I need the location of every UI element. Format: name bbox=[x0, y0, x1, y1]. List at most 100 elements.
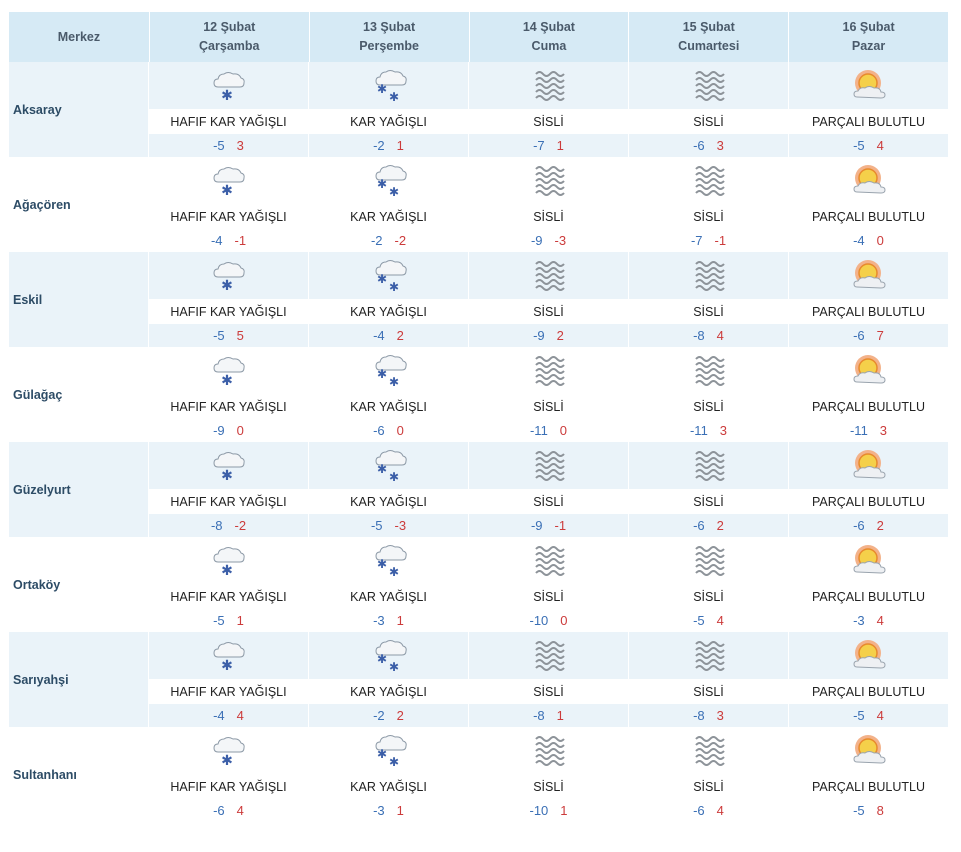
condition-text: KAR YAĞIŞLI bbox=[350, 685, 427, 699]
light-snow-icon: ✱ bbox=[149, 632, 308, 680]
temperature-range: -4 2 bbox=[309, 324, 468, 347]
fog-icon bbox=[469, 537, 628, 585]
min-temperature: -9 bbox=[213, 423, 225, 438]
min-temperature: -8 bbox=[533, 708, 545, 723]
condition-text: SİSLİ bbox=[693, 305, 724, 319]
forecast-cell: PARÇALI BULUTLU -3 4 bbox=[789, 537, 948, 632]
forecast-cell: SİSLİ -10 1 bbox=[469, 727, 629, 822]
svg-text:✱: ✱ bbox=[376, 272, 386, 286]
fog-icon bbox=[469, 727, 628, 775]
fog-icon bbox=[629, 442, 788, 490]
condition-text: HAFIF KAR YAĞIŞLI bbox=[170, 590, 287, 604]
max-temperature: 4 bbox=[716, 803, 724, 818]
light-snow-icon: ✱ bbox=[149, 727, 308, 775]
min-temperature: -2 bbox=[373, 708, 385, 723]
day-date: 13 Şubat bbox=[363, 20, 416, 34]
snow-icon: ✱ ✱ bbox=[309, 347, 468, 395]
condition-text: SİSLİ bbox=[693, 400, 724, 414]
fog-icon bbox=[629, 62, 788, 110]
table-row: Sarıyahşi ✱ HAFIF KAR YAĞIŞLI -4 4 ✱ ✱ KAR YAĞI… bbox=[9, 632, 948, 727]
city-name: Güzelyurt bbox=[9, 442, 149, 537]
partly-cloudy-icon bbox=[789, 62, 948, 110]
snow-icon: ✱ ✱ bbox=[309, 157, 468, 205]
fog-icon bbox=[469, 62, 628, 110]
table-row: Eskil ✱ HAFIF KAR YAĞIŞLI -5 5 ✱ ✱ KAR YAĞIŞLI -… bbox=[9, 252, 948, 347]
temperature-range: -5 8 bbox=[789, 799, 948, 822]
fog-icon bbox=[469, 157, 628, 205]
light-snow-icon: ✱ bbox=[149, 252, 308, 300]
condition-text: SİSLİ bbox=[533, 685, 564, 699]
min-temperature: -7 bbox=[533, 138, 545, 153]
forecast-cell: ✱ HAFIF KAR YAĞIŞLI -8 -2 bbox=[149, 442, 309, 537]
forecast-cell: ✱ ✱ KAR YAĞIŞLI -3 1 bbox=[309, 727, 469, 822]
max-temperature: 1 bbox=[396, 138, 404, 153]
max-temperature: 1 bbox=[236, 613, 244, 628]
header-location: Merkez bbox=[9, 12, 150, 62]
min-temperature: -4 bbox=[373, 328, 385, 343]
day-date: 16 Şubat bbox=[842, 20, 895, 34]
condition-text: HAFIF KAR YAĞIŞLI bbox=[170, 115, 287, 129]
temperature-range: -7 1 bbox=[469, 134, 628, 157]
temperature-range: -9 -3 bbox=[469, 229, 628, 252]
min-temperature: -2 bbox=[373, 138, 385, 153]
day-weekday: Çarşamba bbox=[199, 39, 260, 53]
svg-text:✱: ✱ bbox=[221, 373, 233, 389]
fog-icon bbox=[629, 347, 788, 395]
partly-cloudy-icon bbox=[789, 537, 948, 585]
snow-icon: ✱ ✱ bbox=[309, 537, 468, 585]
min-temperature: -6 bbox=[693, 138, 705, 153]
condition-text: PARÇALI BULUTLU bbox=[812, 305, 925, 319]
min-temperature: -8 bbox=[693, 708, 705, 723]
max-temperature: 3 bbox=[716, 708, 724, 723]
forecast-cell: ✱ ✱ KAR YAĞIŞLI -5 -3 bbox=[309, 442, 469, 537]
temperature-range: -3 4 bbox=[789, 609, 948, 632]
temperature-range: -6 3 bbox=[629, 134, 788, 157]
temperature-range: -7 -1 bbox=[629, 229, 788, 252]
max-temperature: 3 bbox=[716, 138, 724, 153]
forecast-cell: SİSLİ -10 0 bbox=[469, 537, 629, 632]
forecast-cell: SİSLİ -7 1 bbox=[469, 62, 629, 157]
min-temperature: -5 bbox=[693, 613, 705, 628]
min-temperature: -3 bbox=[373, 803, 385, 818]
forecast-cell: SİSLİ -9 -1 bbox=[469, 442, 629, 537]
header-day-1: 12 Şubat Çarşamba bbox=[149, 12, 310, 62]
min-temperature: -6 bbox=[373, 423, 385, 438]
temperature-range: -8 1 bbox=[469, 704, 628, 727]
light-snow-icon: ✱ bbox=[149, 347, 308, 395]
max-temperature: 2 bbox=[396, 708, 404, 723]
condition-text: PARÇALI BULUTLU bbox=[812, 400, 925, 414]
temperature-range: -8 -2 bbox=[149, 514, 308, 537]
temperature-range: -11 0 bbox=[469, 419, 628, 442]
condition-text: SİSLİ bbox=[533, 210, 564, 224]
temperature-range: -4 -1 bbox=[149, 229, 308, 252]
day-date: 14 Şubat bbox=[522, 20, 575, 34]
min-temperature: -5 bbox=[370, 518, 383, 533]
forecast-cell: ✱ HAFIF KAR YAĞIŞLI -6 4 bbox=[149, 727, 309, 822]
svg-text:✱: ✱ bbox=[221, 88, 233, 104]
forecast-cell: ✱ ✱ KAR YAĞIŞLI -4 2 bbox=[309, 252, 469, 347]
max-temperature: 4 bbox=[876, 138, 884, 153]
max-temperature: -3 bbox=[554, 233, 567, 248]
min-temperature: -8 bbox=[210, 518, 223, 533]
partly-cloudy-icon bbox=[789, 252, 948, 300]
forecast-cell: SİSLİ -11 0 bbox=[469, 347, 629, 442]
svg-text:✱: ✱ bbox=[388, 755, 398, 769]
temperature-range: -5 4 bbox=[789, 134, 948, 157]
temperature-range: -5 -3 bbox=[309, 514, 468, 537]
temperature-range: -11 3 bbox=[629, 419, 788, 442]
forecast-cell: ✱ HAFIF KAR YAĞIŞLI -5 1 bbox=[149, 537, 309, 632]
svg-text:✱: ✱ bbox=[388, 90, 398, 104]
svg-text:✱: ✱ bbox=[388, 565, 398, 579]
max-temperature: 4 bbox=[716, 613, 724, 628]
temperature-range: -9 2 bbox=[469, 324, 628, 347]
condition-text: SİSLİ bbox=[533, 400, 564, 414]
temperature-range: -6 0 bbox=[309, 419, 468, 442]
min-temperature: -8 bbox=[693, 328, 705, 343]
svg-text:✱: ✱ bbox=[388, 185, 398, 199]
day-date: 15 Şubat bbox=[682, 20, 735, 34]
table-row: Ağaçören ✱ HAFIF KAR YAĞIŞLI -4 -1 ✱ ✱ KAR YAĞI… bbox=[9, 157, 948, 252]
table-row: Ortaköy ✱ HAFIF KAR YAĞIŞLI -5 1 ✱ ✱ KAR YAĞIŞL… bbox=[9, 537, 948, 632]
partly-cloudy-icon bbox=[789, 727, 948, 775]
city-name: Aksaray bbox=[9, 62, 149, 157]
condition-text: HAFIF KAR YAĞIŞLI bbox=[170, 685, 287, 699]
